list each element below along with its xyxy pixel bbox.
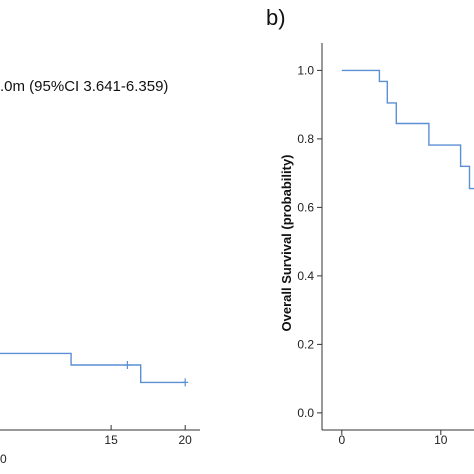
panel-b-y-tick-label-2: 0.4 — [297, 269, 314, 283]
panel-b-x-tick-label-0: 0 — [338, 433, 345, 447]
panel-a-x-tick-label-20: 20 — [179, 433, 193, 447]
panel-b-y-tick-label-3: 0.6 — [297, 200, 314, 214]
panel-b-y-axis-label: Overall Survival (probability) — [279, 155, 294, 332]
panel-b-x-ticks: 0 10 — [338, 430, 448, 447]
censor-mark-1 — [182, 378, 189, 387]
panel-b-x-tick-label-10: 10 — [434, 433, 448, 447]
censor-mark-0 — [124, 360, 131, 369]
panel-b-label: b) — [266, 5, 286, 30]
panel-b-chart: b) Overall Survival (probability) 0.0 0.2… — [266, 5, 474, 447]
panel-a-edge-tick-label: 0 — [0, 452, 7, 466]
panel-a-x-ticks: 15 20 — [104, 425, 192, 447]
median-survival-annotation: .0m (95%CI 3.641-6.359) — [0, 78, 168, 95]
panel-a-survival-curve — [0, 352, 186, 384]
panel-a-x-tick-label-15: 15 — [104, 433, 118, 447]
panel-b-y-tick-label-1: 0.2 — [297, 337, 314, 351]
panel-b-y-tick-label-0: 0.0 — [297, 406, 314, 420]
panel-a-chart: .0m (95%CI 3.641-6.359) 15 20 0 — [0, 78, 200, 466]
panel-b-y-tick-label-5: 1.0 — [297, 63, 314, 77]
panel-b-y-tick-label-4: 0.8 — [297, 132, 314, 146]
panel-a-censor-marks — [124, 360, 189, 387]
panel-b-y-ticks: 0.0 0.2 0.4 0.6 0.8 1.0 — [297, 63, 322, 420]
panel-b-survival-curve — [341, 69, 474, 190]
